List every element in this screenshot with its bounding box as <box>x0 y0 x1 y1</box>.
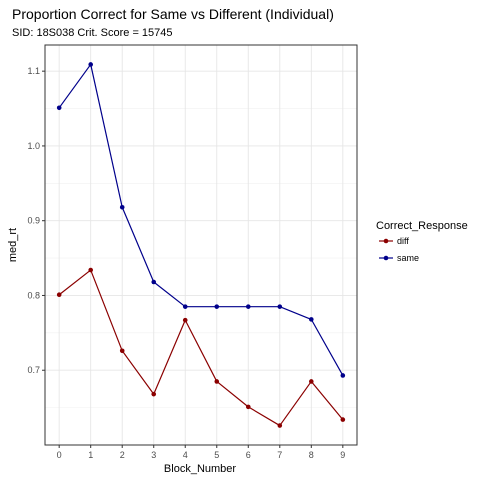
data-point-same <box>88 62 93 67</box>
grid-minor <box>45 108 357 408</box>
y-tick-label: 0.7 <box>27 365 40 375</box>
series-points <box>56 62 346 428</box>
plot-panel <box>44 44 358 446</box>
legend-items: diff same <box>379 236 419 263</box>
series-line-diff <box>58 269 344 427</box>
legend: Correct_Response diff same <box>376 220 468 263</box>
y-tick-label: 0.9 <box>27 216 40 226</box>
y-tick-label: 1.0 <box>27 141 40 151</box>
x-axis: 0 1 2 3 4 5 6 7 8 9 <box>57 445 345 460</box>
series-line-same <box>58 63 344 376</box>
data-point-diff <box>182 317 188 323</box>
legend-key-diff <box>379 238 393 244</box>
data-point-diff <box>340 417 346 422</box>
legend-label-diff: diff <box>397 236 409 246</box>
data-point-same <box>214 304 220 309</box>
chart-subtitle: SID: 18S038 Crit. Score = 15745 <box>12 27 173 39</box>
data-point-same <box>182 304 188 309</box>
data-point-diff <box>245 404 251 410</box>
series-lines <box>58 63 344 427</box>
data-point-same <box>245 304 251 309</box>
x-tick-label: 0 <box>57 450 62 460</box>
data-point-same <box>309 317 314 322</box>
y-tick-label: 1.1 <box>27 66 40 76</box>
x-tick-label: 2 <box>120 450 125 460</box>
legend-label-same: same <box>397 253 419 263</box>
legend-key-point <box>383 255 389 261</box>
x-tick-label: 6 <box>246 450 251 460</box>
x-tick-label: 3 <box>151 450 156 460</box>
y-axis: 0.7 0.8 0.9 1.0 1.1 <box>27 66 45 375</box>
grid-major <box>45 45 357 445</box>
x-tick-label: 1 <box>88 450 93 460</box>
data-point-diff <box>119 348 125 354</box>
legend-key-point <box>383 238 389 244</box>
data-point-diff <box>88 267 93 273</box>
data-point-same <box>151 279 157 285</box>
data-point-same <box>119 204 125 210</box>
y-tick-label: 0.8 <box>27 290 40 300</box>
x-tick-label: 9 <box>340 450 345 460</box>
y-axis-title: med_rt <box>7 228 19 262</box>
data-point-diff <box>277 423 283 428</box>
x-tick-label: 7 <box>277 450 282 460</box>
data-point-same <box>56 105 62 111</box>
panel-border <box>44 44 358 446</box>
data-point-same <box>277 304 283 309</box>
data-point-diff <box>309 379 314 384</box>
chart-title: Proportion Correct for Same vs Different… <box>12 6 334 22</box>
data-point-diff <box>214 379 220 384</box>
x-axis-title: Block_Number <box>164 463 236 475</box>
data-point-diff <box>56 292 62 298</box>
data-point-same <box>340 373 346 378</box>
x-tick-label: 4 <box>183 450 188 460</box>
legend-title: Correct_Response <box>376 220 468 232</box>
x-tick-label: 5 <box>214 450 219 460</box>
data-point-diff <box>151 391 157 397</box>
legend-key-same <box>379 255 393 261</box>
x-tick-label: 8 <box>309 450 314 460</box>
